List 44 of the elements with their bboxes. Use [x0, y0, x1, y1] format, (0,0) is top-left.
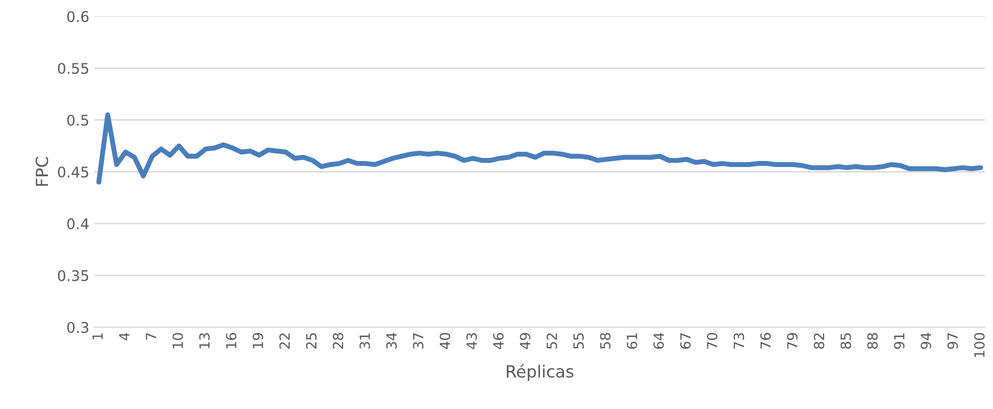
x-tick-label: 91	[894, 333, 904, 349]
y-tick-label: 0.3	[67, 322, 88, 333]
x-tick-label: 16	[226, 332, 236, 348]
x-tick-label: 22	[279, 333, 290, 349]
x-tick-label: 31	[360, 333, 370, 349]
y-tick-label: 0.35	[58, 270, 88, 282]
x-axis-title: Réplicas	[506, 364, 574, 381]
x-tick-label: 46	[493, 332, 504, 350]
x-tick-label: 85	[840, 333, 852, 349]
x-tick-label: 97	[947, 333, 958, 349]
x-tick-label: 67	[680, 333, 691, 349]
x-tick-label: 58	[600, 333, 611, 349]
x-tick-label: 4	[119, 332, 130, 340]
y-tick-label: 0.5	[67, 114, 88, 126]
x-tick-label: 76	[760, 332, 771, 349]
x-tick-label: 82	[814, 333, 824, 349]
x-tick-label: 43	[466, 333, 477, 350]
x-tick-label: 13	[199, 333, 210, 348]
x-tick-label: 88	[867, 333, 878, 349]
y-tick-label: 0.6	[67, 11, 89, 22]
x-tick-label: 25	[306, 333, 317, 349]
x-tick-label: 19	[252, 333, 264, 348]
x-tick-label: 100	[974, 332, 985, 358]
x-tick-label: 28	[332, 333, 344, 349]
x-tick-label: 94	[920, 332, 932, 349]
x-tick-label: 40	[440, 332, 450, 350]
y-axis-title: FPC	[36, 157, 48, 186]
x-tick-label: 49	[520, 333, 530, 350]
x-tick-label: 61	[626, 333, 638, 349]
x-tick-label: 1	[92, 333, 103, 340]
y-tick-label: 0.45	[58, 166, 88, 178]
x-tick-label: 37	[412, 333, 424, 349]
x-tick-label: 10	[172, 332, 183, 348]
line-series	[96, 112, 984, 185]
y-tick-label: 0.55	[58, 62, 88, 74]
x-tick-label: 79	[787, 333, 798, 349]
x-tick-label: 70	[706, 332, 718, 349]
x-tick-label: 64	[653, 332, 664, 349]
x-tick-label: 73	[734, 333, 744, 349]
x-tick-label: 55	[573, 333, 584, 349]
y-tick-label: 0.4	[67, 218, 89, 230]
x-tick-label: 52	[546, 333, 558, 349]
x-tick-label: 34	[386, 332, 397, 349]
x-tick-label: 7	[146, 333, 156, 340]
